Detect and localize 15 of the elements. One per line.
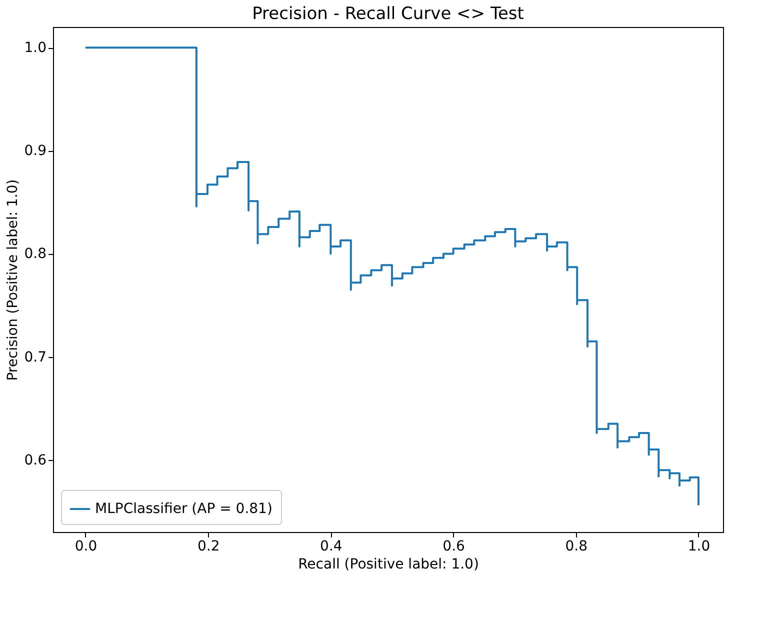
x-tick-label: 0.6 [442,538,466,554]
chart-title: Precision - Recall Curve <> Test [252,4,524,24]
y-tick-label: 0.8 [24,246,46,262]
x-tick-label: 0.4 [320,538,342,554]
y-axis-title: Precision (Positive label: 1.0) [5,179,22,381]
x-tick-label: 1.0 [688,538,710,554]
x-axis-title: Recall (Positive label: 1.0) [298,556,479,572]
x-tick-label: 0.8 [565,538,588,554]
x-tick-label: 0.0 [74,538,98,554]
y-tick-label: 0.6 [24,452,47,468]
y-tick-label: 1.0 [24,40,46,56]
x-tick-label: 0.2 [197,538,220,554]
legend-label: MLPClassifier (AP = 0.81) [95,501,272,517]
y-tick-label: 0.9 [24,143,46,160]
y-tick-label: 0.7 [24,349,46,366]
